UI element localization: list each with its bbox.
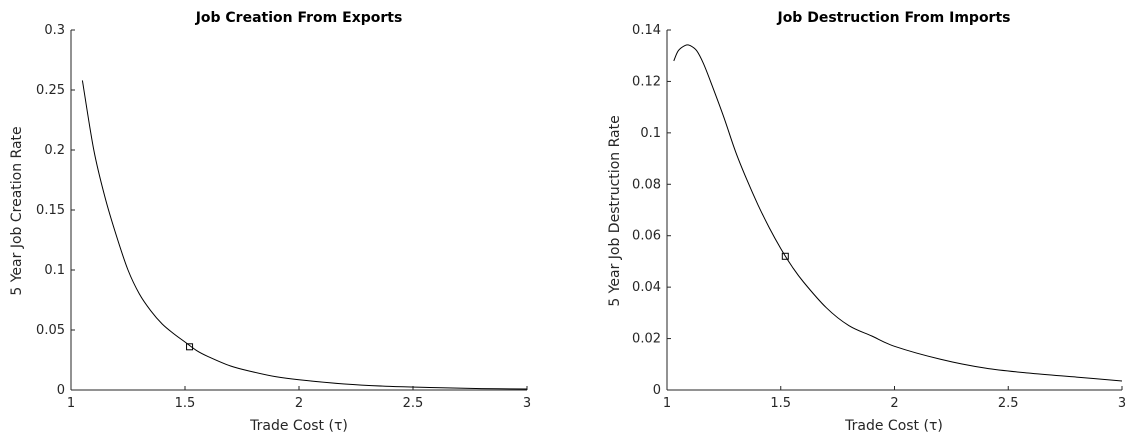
job-creation-panel: Job Creation From Exports Trade Cost (τ)… — [9, 10, 531, 434]
x-tick-label: 2.5 — [403, 396, 424, 411]
y-tick-label: 0.1 — [640, 126, 661, 141]
y-tick-label: 0.06 — [632, 229, 661, 244]
axes — [70, 30, 527, 391]
y-tick-label: 0.02 — [632, 332, 661, 347]
x-tick-label: 3 — [523, 396, 531, 411]
y-axis-label: 5 Year Job Creation Rate — [9, 126, 25, 295]
x-tick-label: 1 — [67, 396, 75, 411]
y-tick-label: 0.14 — [632, 23, 661, 38]
y-tick-label: 0.25 — [36, 83, 65, 98]
x-tick-label: 2 — [295, 396, 303, 411]
x-tick-label: 1 — [663, 396, 671, 411]
plot-area — [673, 44, 1123, 382]
axes — [666, 30, 1122, 391]
y-tick-label: 0.12 — [632, 74, 661, 89]
y-tick-label: 0.08 — [632, 177, 661, 192]
x-axis-label: Trade Cost (τ) — [249, 418, 348, 434]
y-tick-label: 0.2 — [44, 143, 65, 158]
ticks: 1 1.5 2 2.5 3 0 0.02 0.04 0.06 0.08 0.1 0.12 0.14 — [632, 23, 1126, 411]
y-tick-label: 0.1 — [44, 263, 65, 278]
data-point-marker — [186, 343, 194, 351]
job-destruction-panel: Job Destruction From Imports Trade Cost … — [607, 10, 1126, 434]
ticks: 1 1.5 2 2.5 3 0 0.05 0.1 0.15 0.2 0.25 0.3 — [36, 23, 531, 411]
plot-area — [81, 80, 528, 390]
y-tick-label: 0 — [57, 383, 65, 398]
y-tick-label: 0 — [653, 383, 661, 398]
x-tick-label: 1.5 — [770, 396, 791, 411]
x-tick-label: 3 — [1118, 396, 1126, 411]
data-point-marker — [781, 252, 789, 260]
chart-title: Job Creation From Exports — [195, 10, 403, 26]
x-tick-label: 1.5 — [175, 396, 196, 411]
y-tick-label: 0.05 — [36, 323, 65, 338]
series-line — [673, 44, 1123, 382]
series-line — [81, 80, 528, 390]
x-tick-label: 2 — [890, 396, 898, 411]
x-tick-label: 2.5 — [998, 396, 1019, 411]
y-tick-label: 0.15 — [36, 203, 65, 218]
chart-title: Job Destruction From Imports — [776, 10, 1010, 26]
y-tick-label: 0.3 — [44, 23, 65, 38]
x-axis-label: Trade Cost (τ) — [844, 418, 943, 434]
y-tick-label: 0.04 — [632, 280, 661, 295]
y-axis-label: 5 Year Job Destruction Rate — [607, 115, 623, 306]
